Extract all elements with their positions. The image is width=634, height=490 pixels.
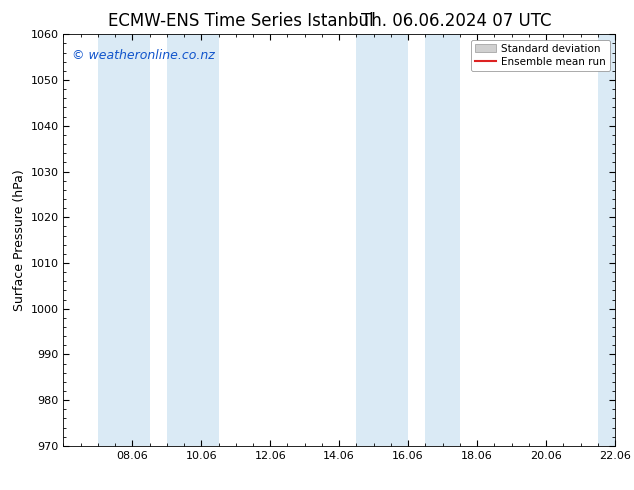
- Y-axis label: Surface Pressure (hPa): Surface Pressure (hPa): [13, 169, 26, 311]
- Bar: [167, 34, 219, 446]
- Bar: [356, 34, 408, 446]
- Text: © weatheronline.co.nz: © weatheronline.co.nz: [72, 49, 214, 62]
- Bar: [425, 34, 460, 446]
- Bar: [98, 34, 150, 446]
- Legend: Standard deviation, Ensemble mean run: Standard deviation, Ensemble mean run: [470, 40, 610, 71]
- Text: Th. 06.06.2024 07 UTC: Th. 06.06.2024 07 UTC: [361, 12, 552, 30]
- Bar: [598, 34, 632, 446]
- Text: ECMW-ENS Time Series Istanbul: ECMW-ENS Time Series Istanbul: [108, 12, 373, 30]
